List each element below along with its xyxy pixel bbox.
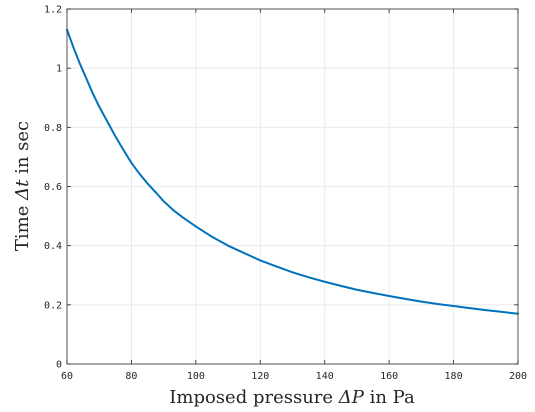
y-tick-label: 0: [56, 360, 62, 371]
y-tick-label: 0.2: [44, 300, 62, 311]
series-layer: [66, 28, 519, 315]
y-axis-title-suffix: in sec: [12, 121, 33, 180]
y-axis-title: Time Δt in sec: [12, 121, 33, 251]
x-tick-label: 160: [380, 371, 398, 382]
x-tick-label: 100: [187, 371, 205, 382]
y-axis-title-math: Δt: [12, 179, 33, 201]
tick-labels: 60 80 100 120 140 160 180 200 0 0.2 0.4 0.6 0.8 1 1.2: [44, 5, 527, 383]
x-tick-label: 140: [316, 371, 334, 382]
series-line-1: [66, 28, 519, 315]
y-tick-label: 0.8: [44, 123, 62, 134]
x-axis-title-prefix: Imposed pressure: [169, 387, 339, 408]
x-axis-title-math: ΔP: [338, 387, 365, 408]
y-tick-label: 0.6: [44, 182, 62, 193]
y-tick-label: 0.4: [44, 241, 62, 252]
x-tick-label: 180: [445, 371, 463, 382]
x-axis-title-suffix: in Pa: [364, 387, 415, 408]
ticks: [66, 8, 519, 365]
x-tick-label: 120: [251, 371, 269, 382]
x-axis-title: Imposed pressure ΔP in Pa: [169, 387, 415, 408]
x-tick-label: 200: [509, 371, 527, 382]
x-tick-label: 80: [125, 371, 137, 382]
y-axis-title-prefix: Time: [12, 200, 33, 251]
x-tick-label: 60: [61, 371, 73, 382]
grid: [67, 9, 518, 364]
y-tick-label: 1: [56, 64, 62, 75]
y-tick-label: 1.2: [44, 5, 62, 16]
